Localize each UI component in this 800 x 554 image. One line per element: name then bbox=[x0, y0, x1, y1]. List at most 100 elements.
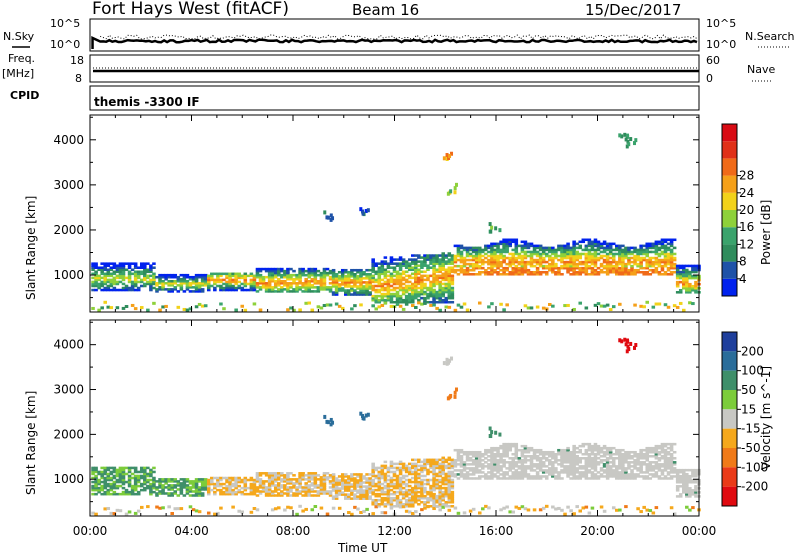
data-cell bbox=[432, 494, 436, 498]
data-cell bbox=[514, 446, 519, 450]
data-cell bbox=[414, 266, 418, 269]
data-cell bbox=[255, 494, 260, 497]
data-cell bbox=[587, 442, 592, 446]
data-cell bbox=[685, 491, 689, 494]
data-cell bbox=[590, 273, 595, 276]
data-cell bbox=[648, 469, 653, 472]
data-cell bbox=[633, 260, 637, 264]
data-cell bbox=[270, 286, 275, 289]
data-cell bbox=[377, 478, 382, 482]
data-cell bbox=[523, 250, 528, 254]
data-cell bbox=[447, 486, 452, 490]
data-cell bbox=[331, 479, 336, 482]
data-cell bbox=[191, 290, 196, 293]
data-cell bbox=[124, 284, 129, 288]
data-cell bbox=[429, 262, 433, 265]
data-cell bbox=[176, 507, 181, 511]
data-cell bbox=[149, 268, 153, 272]
data-cell bbox=[225, 286, 229, 290]
data-cell bbox=[331, 275, 336, 278]
data-cell bbox=[344, 289, 348, 292]
data-cell bbox=[669, 273, 674, 276]
data-cell bbox=[139, 264, 144, 267]
data-cell bbox=[356, 277, 360, 280]
data-cell bbox=[633, 250, 637, 254]
data-cell bbox=[359, 275, 363, 278]
data-cell bbox=[261, 480, 266, 483]
data-cell bbox=[97, 266, 101, 269]
data-cell bbox=[401, 290, 406, 294]
data-cell bbox=[216, 274, 220, 278]
data-cell bbox=[566, 264, 570, 268]
data-cell bbox=[219, 286, 223, 290]
data-cell bbox=[258, 482, 263, 485]
data-cell bbox=[407, 298, 412, 302]
data-cell bbox=[313, 490, 318, 493]
data-cell bbox=[273, 486, 278, 489]
data-cell bbox=[447, 490, 452, 494]
data-cell bbox=[118, 470, 123, 474]
data-cell bbox=[398, 276, 403, 280]
data-cell bbox=[94, 270, 98, 274]
data-cell bbox=[231, 280, 235, 284]
data-cell bbox=[681, 478, 686, 482]
data-cell bbox=[474, 262, 479, 266]
data-cell bbox=[490, 473, 494, 476]
data-cell bbox=[569, 264, 573, 268]
data-cell bbox=[252, 302, 257, 306]
data-cell bbox=[453, 475, 458, 478]
data-cell bbox=[146, 274, 150, 278]
data-cell bbox=[216, 511, 220, 515]
data-cell bbox=[444, 494, 449, 498]
data-cell bbox=[502, 238, 506, 242]
data-cell bbox=[410, 458, 415, 462]
data-cell bbox=[286, 286, 290, 289]
data-cell bbox=[307, 488, 312, 491]
data-cell bbox=[130, 490, 135, 494]
data-cell bbox=[222, 278, 226, 282]
data-cell bbox=[234, 482, 238, 486]
data-cell bbox=[548, 461, 552, 464]
data-cell bbox=[149, 486, 153, 490]
data-cell bbox=[383, 464, 388, 468]
data-cell bbox=[161, 275, 165, 279]
data-cell bbox=[596, 256, 601, 260]
data-cell bbox=[450, 292, 455, 296]
data-cell bbox=[350, 473, 354, 476]
data-cell bbox=[615, 244, 619, 248]
data-cell bbox=[554, 471, 558, 474]
data-cell bbox=[477, 252, 482, 256]
data-cell bbox=[298, 269, 302, 273]
data-cell bbox=[103, 262, 107, 265]
data-cell bbox=[432, 470, 436, 474]
data-cell bbox=[130, 303, 135, 307]
data-cell bbox=[94, 512, 98, 516]
data-cell bbox=[611, 266, 616, 270]
data-cell bbox=[523, 240, 528, 244]
data-cell bbox=[438, 260, 442, 263]
data-cell bbox=[359, 207, 363, 212]
data-cell bbox=[627, 262, 631, 266]
data-cell bbox=[115, 480, 120, 484]
data-cell bbox=[261, 282, 266, 285]
data-cell bbox=[395, 270, 400, 274]
data-cell bbox=[502, 506, 506, 510]
data-cell bbox=[508, 256, 512, 260]
data-cell bbox=[197, 480, 202, 483]
data-cell bbox=[243, 284, 248, 288]
data-cell bbox=[106, 280, 111, 284]
data-cell bbox=[426, 294, 430, 298]
data-cell bbox=[206, 492, 211, 496]
data-cell bbox=[188, 486, 193, 489]
data-cell bbox=[471, 452, 476, 456]
data-cell bbox=[228, 274, 232, 278]
data-cell bbox=[493, 268, 497, 272]
data-cell bbox=[283, 488, 287, 491]
data-cell bbox=[115, 484, 120, 488]
data-cell bbox=[273, 507, 278, 511]
data-cell bbox=[502, 256, 506, 260]
data-cell bbox=[438, 282, 442, 286]
data-cell bbox=[523, 467, 528, 470]
data-cell bbox=[395, 498, 400, 502]
data-cell bbox=[587, 465, 592, 468]
